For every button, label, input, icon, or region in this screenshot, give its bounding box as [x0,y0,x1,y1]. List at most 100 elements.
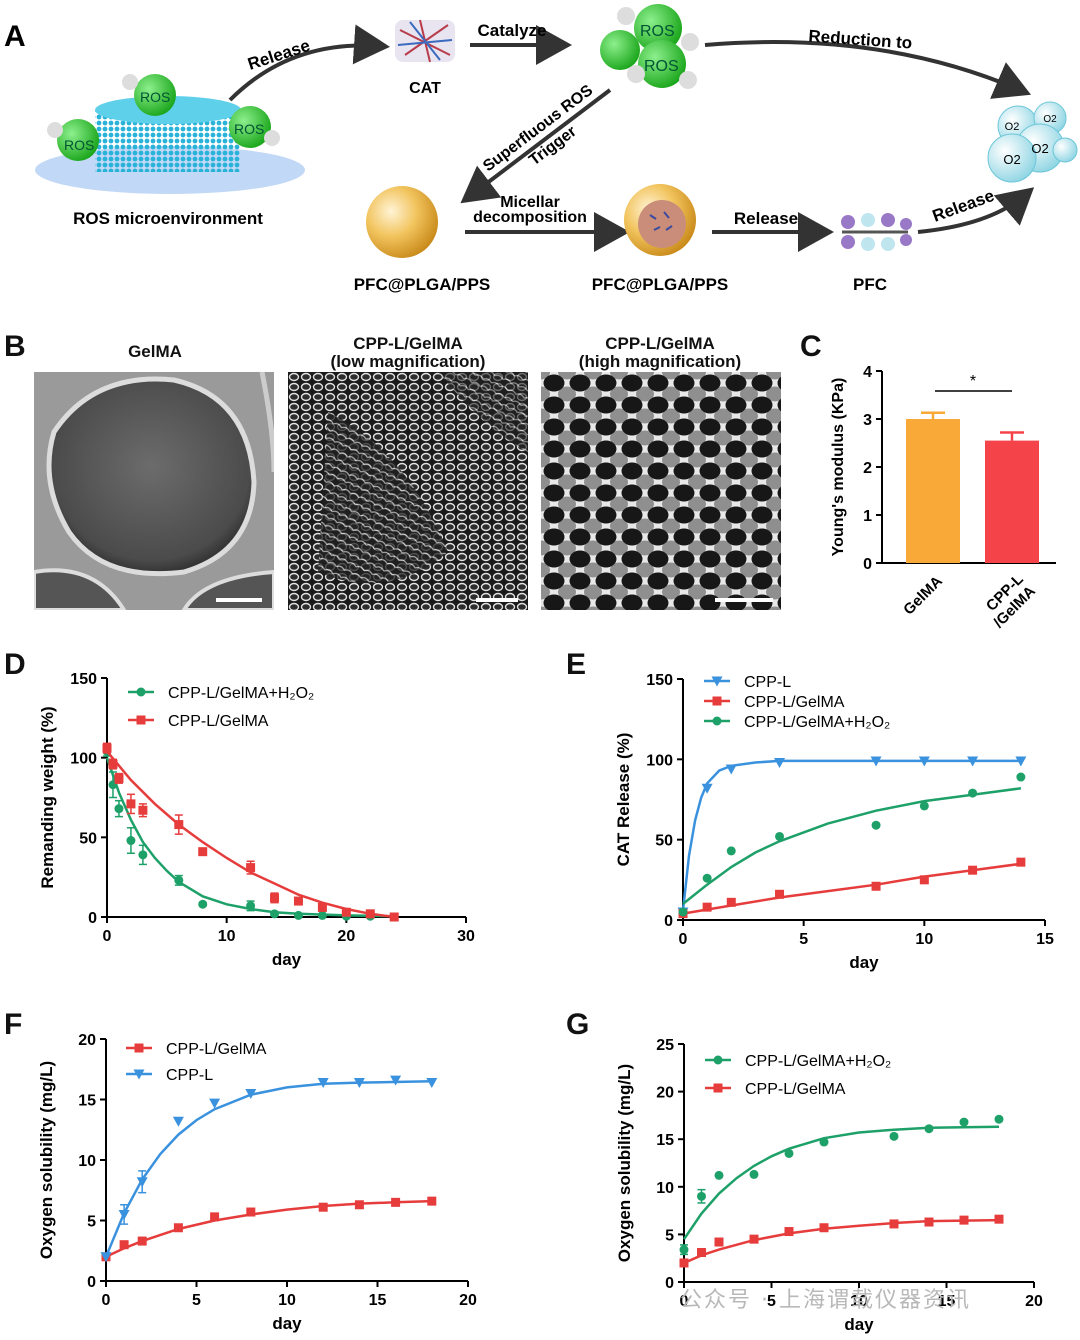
sem-title-high-line2: (high magnification) [578,352,742,371]
y-axis-label: Remanding weight (%) [38,706,57,888]
particle-label-2: PFC@PLGA/PPS [592,275,729,294]
y-tick-label: 0 [665,1275,674,1292]
data-point [391,1197,401,1207]
release-label-1: Release [245,36,312,74]
data-point [136,1177,148,1188]
data-point [318,1202,328,1212]
y-axis-label: CAT Release (%) [614,733,633,867]
x-tick-label: 5 [767,1293,776,1310]
fit-curve [104,1080,432,1258]
o2-label: O2 [1043,114,1057,125]
data-point [293,910,303,920]
legend-label: CPP-L [744,674,791,691]
y-tick-label: 15 [656,1132,674,1149]
data-point [959,1117,969,1127]
x-tick-label: 20 [1025,1293,1043,1310]
data-point [270,893,280,903]
data-point [819,1137,829,1147]
sem-title-high-mag: CPP-L/GelMA (high magnification) [540,335,780,371]
o2-label: O2 [1005,121,1020,133]
fit-curve [106,750,395,919]
panel-label-d: D [4,648,26,681]
y-tick-label: 5 [87,1214,96,1231]
data-point [209,1098,221,1109]
fit-curve [682,787,1022,905]
data-point [246,1207,256,1217]
y-tick-label: 1 [863,508,872,525]
data-point [679,1258,689,1268]
data-point [137,1236,147,1246]
data-point [959,1215,969,1225]
data-point [1016,857,1026,867]
ros-cluster-illustration: ROS ROS [600,4,699,89]
data-point [246,901,256,911]
reduction-label: Reduction to [808,26,913,52]
legend-label: CPP-L/GelMA+H₂O₂ [168,685,314,702]
data-point [870,756,882,767]
y-axis-label: Young's modulus (KPa) [830,378,847,557]
legend-label: CPP-L/GelMA [166,1041,267,1058]
data-point [114,773,124,783]
release-label-3: Release [930,186,997,226]
data-point [317,1078,329,1089]
y-tick-label: 4 [863,364,872,381]
legend-marker [133,1069,145,1080]
sem-image-low-magnification [288,372,528,610]
data-point [108,759,118,769]
data-point [749,1169,759,1179]
fit-curve [682,862,1022,915]
panel-label-b: B [4,330,26,363]
data-point [317,910,327,920]
y-tick-label: 50 [655,833,673,850]
data-point [749,1234,759,1244]
fit-curve [683,1218,1000,1265]
micelle-sphere-intact [366,186,438,258]
x-axis-label: day [844,1315,874,1334]
y-axis-label: Oxygen solubility (mg/L) [615,1064,634,1262]
data-point [427,1196,437,1206]
y-tick-label: 5 [665,1227,674,1244]
legend-marker [711,676,723,687]
panel-label-e: E [566,648,587,681]
pfc-label: PFC [853,275,887,294]
x-tick-label: 20 [459,1292,477,1309]
sem-title-low-mag: CPP-L/GelMA (low magnification) [288,335,528,371]
y-axis-label: Oxygen solubility (mg/L) [37,1061,56,1259]
data-point [775,831,785,841]
y-tick-label: 50 [79,830,97,847]
legend-label: CPP-L [166,1067,213,1084]
o2-label: O2 [1031,141,1048,156]
release-label-2: Release [734,209,798,228]
data-point [702,873,712,883]
data-point [871,881,881,891]
data-point [198,847,208,857]
data-point [924,1124,934,1134]
data-point [702,902,712,912]
data-point [114,804,124,814]
data-point [701,783,713,794]
legend-marker [713,1055,723,1065]
legend-marker [136,687,146,697]
x-tick-label: 10 [278,1292,296,1309]
data-point [775,889,785,899]
data-point [138,805,148,815]
legend-marker [712,716,722,726]
y-tick-label: 15 [78,1093,96,1110]
ros-environment-caption: ROS microenvironment [73,209,263,228]
data-point [968,865,978,875]
chart-oxygen-solubility-g: 0 5 10 15 20 0 5 10 15 20 25 day Oxygen solubility (… [615,1037,1043,1334]
y-tick-label: 150 [646,672,673,689]
x-tick-label: 0 [103,928,112,945]
x-axis-label: day [272,950,302,969]
x-tick-label: 15 [938,1293,956,1310]
data-point [924,1217,934,1227]
oxygen-bubbles-illustration: O2 O2 O2 O2 [987,101,1078,183]
data-point [102,743,112,753]
fit-curve [681,759,1021,911]
y-tick-label: 20 [78,1032,96,1049]
legend-label: CPP-L/GelMA [168,713,269,730]
x-tick-label: 5 [799,931,808,948]
x-tick-label: 10 [218,928,236,945]
ros-label: ROS [64,137,94,153]
